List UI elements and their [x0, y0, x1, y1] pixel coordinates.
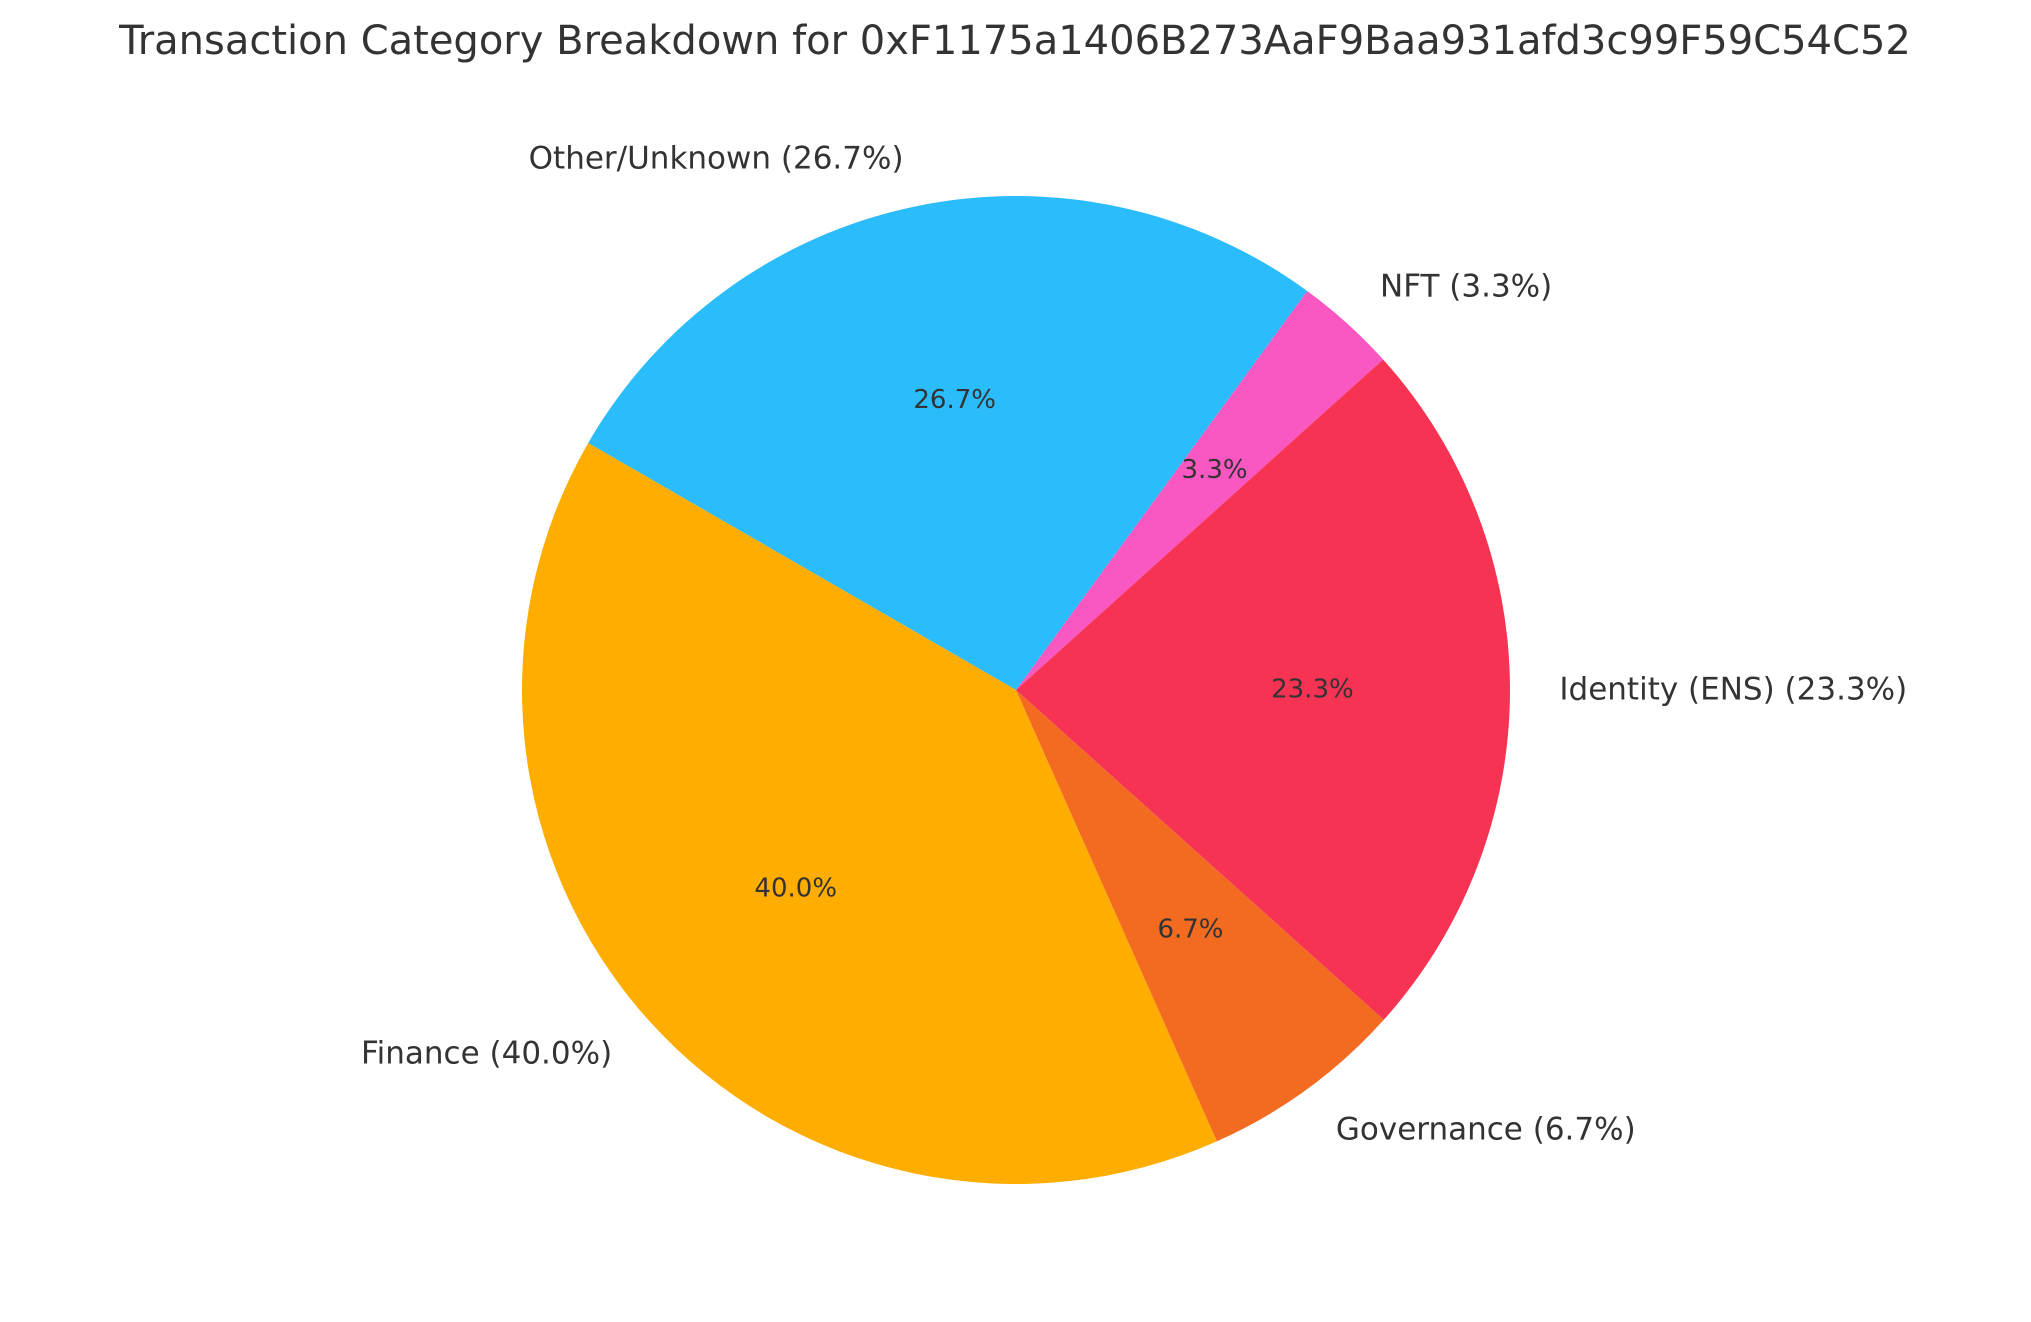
pie-percent-label-other-unknown: 26.7% — [913, 385, 996, 415]
pie-percent-label-finance: 40.0% — [754, 873, 837, 903]
pie-category-labels: NFT (3.3%) Other/Unknown (26.7%) Finance (… — [361, 140, 1907, 1147]
pie-category-label-governance: Governance (6.7%) — [1336, 1111, 1636, 1147]
pie-category-label-nft: NFT (3.3%) — [1380, 269, 1552, 305]
pie-slice-governance — [1016, 690, 1384, 1142]
chart-title: Transaction Category Breakdown for 0xF11… — [118, 18, 1911, 64]
pie-slice-other-unknown — [588, 196, 1308, 691]
pie-percent-label-identity-ens: 23.3% — [1271, 675, 1354, 705]
pie-slice-nft — [1016, 290, 1384, 690]
pie-slice-finance — [522, 443, 1217, 1185]
pie-category-label-identity-ens: Identity (ENS) (23.3%) — [1559, 671, 1907, 707]
pie-slice-identity-ens — [1016, 359, 1510, 1020]
pie-percentage-labels: 3.3% 26.7% 40.0% 6.7% 23.3% — [754, 385, 1353, 945]
pie-category-label-other-unknown: Other/Unknown (26.7%) — [529, 140, 904, 176]
pie-percent-label-nft: 3.3% — [1182, 455, 1248, 485]
pie-slices — [522, 196, 1510, 1185]
pie-category-label-finance: Finance (40.0%) — [361, 1036, 612, 1072]
pie-percent-label-governance: 6.7% — [1157, 915, 1223, 945]
